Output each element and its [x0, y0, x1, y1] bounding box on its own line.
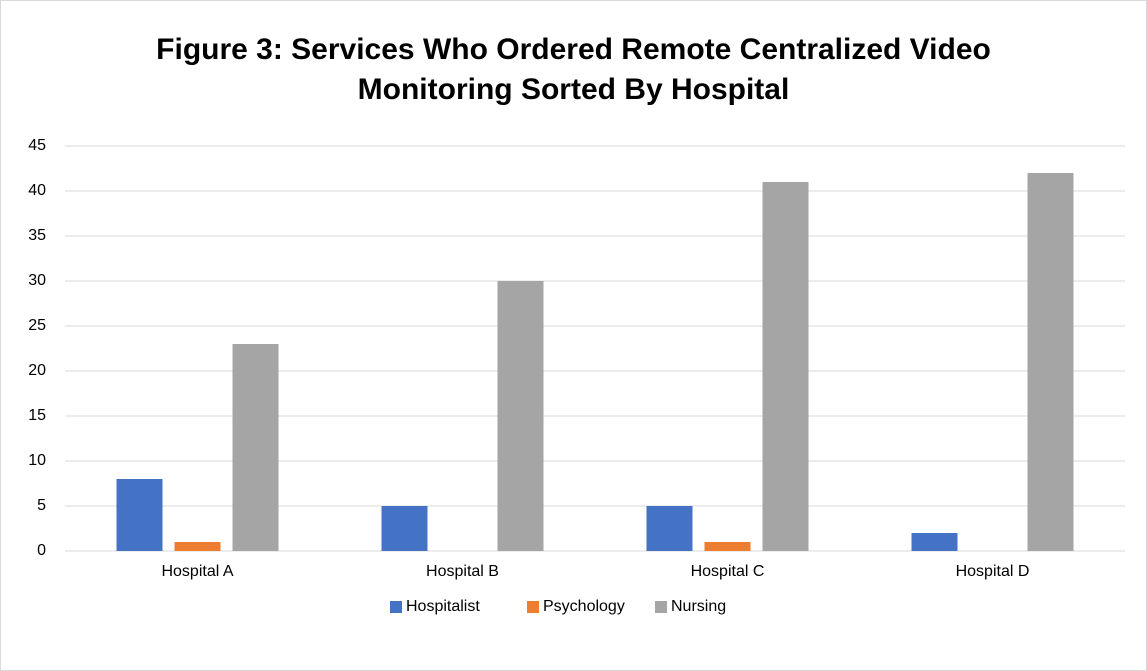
bar [381, 506, 428, 551]
legend-label: Nursing [671, 598, 726, 615]
x-tick-label: Hospital D [956, 563, 1030, 580]
y-tick-label: 0 [37, 542, 46, 559]
chart-title: Figure 3: Services Who Ordered Remote Ce… [156, 33, 991, 106]
x-tick-label: Hospital C [691, 563, 765, 580]
y-tick-label: 15 [28, 407, 46, 424]
x-tick-label: Hospital B [426, 563, 499, 580]
legend-swatch [527, 601, 539, 613]
y-tick-label: 10 [28, 452, 46, 469]
bar [1027, 173, 1074, 551]
legend-label: Psychology [543, 598, 625, 615]
x-tick-label: Hospital A [161, 563, 233, 580]
legend-swatch [655, 601, 667, 613]
legend-label: Hospitalist [406, 598, 480, 615]
bar [116, 479, 163, 551]
y-tick-label: 40 [28, 182, 46, 199]
legend-swatch [390, 601, 402, 613]
y-tick-label: 35 [28, 227, 46, 244]
bar [174, 542, 221, 551]
bar [646, 506, 693, 551]
y-tick-label: 20 [28, 362, 46, 379]
y-tick-label: 45 [28, 137, 46, 154]
bar [762, 182, 809, 551]
y-tick-label: 30 [28, 272, 46, 289]
bar [911, 533, 958, 551]
y-tick-label: 25 [28, 317, 46, 334]
bar [232, 344, 279, 551]
y-tick-label: 5 [37, 497, 46, 514]
bar [704, 542, 751, 551]
bar [497, 281, 544, 551]
